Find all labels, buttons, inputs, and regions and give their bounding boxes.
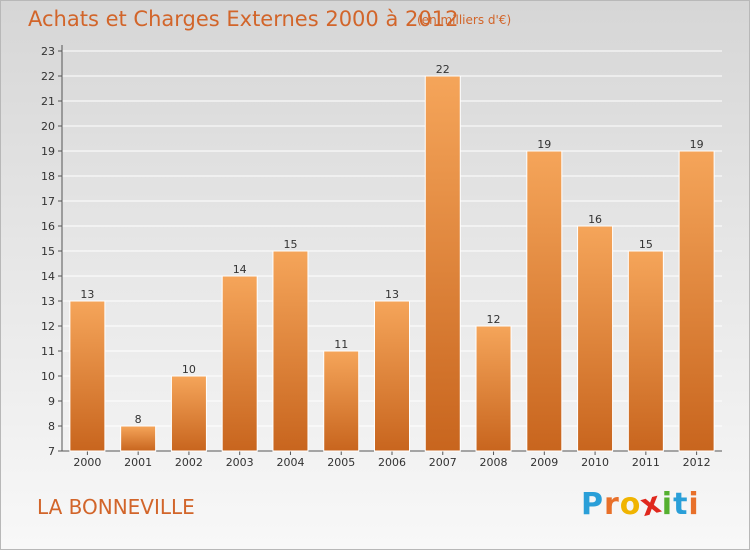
logo-letter: t [673, 487, 689, 522]
data-label: 14 [233, 263, 247, 276]
y-tick-label: 15 [41, 245, 55, 258]
x-tick-label: 2007 [429, 456, 457, 469]
data-label: 16 [588, 213, 602, 226]
y-tick-label: 18 [41, 170, 55, 183]
y-tick-label: 13 [41, 295, 55, 308]
logo-letter: r [604, 487, 620, 522]
logo-letter: o [619, 487, 642, 522]
y-tick-label: 14 [41, 270, 55, 283]
logo-letter: i [661, 487, 674, 522]
chart-title: Achats et Charges Externes 2000 à 2012 [28, 7, 459, 31]
x-tick-label: 2011 [632, 456, 660, 469]
data-label: 15 [639, 238, 653, 251]
x-tick-label: 2009 [530, 456, 558, 469]
data-label: 22 [436, 63, 450, 76]
bars [69, 75, 715, 452]
chart-subtitle: (en milliers d'€) [417, 13, 512, 27]
x-tick-label: 2006 [378, 456, 406, 469]
x-tick-label: 2003 [226, 456, 254, 469]
x-tick-label: 2012 [683, 456, 711, 469]
y-tick-label: 22 [41, 70, 55, 83]
logo-letter: i [688, 487, 700, 522]
bar-2011 [627, 250, 664, 452]
x-tick-label: 2001 [124, 456, 152, 469]
y-tick-label: 19 [41, 145, 55, 158]
data-label: 10 [182, 363, 196, 376]
y-tick-label: 8 [48, 420, 55, 433]
x-tick-label: 2004 [276, 456, 304, 469]
bar-2008 [475, 325, 512, 452]
y-tick-label: 23 [41, 45, 55, 58]
data-label: 19 [537, 138, 551, 151]
bar-2004 [272, 250, 309, 452]
x-tick-label: 2008 [480, 456, 508, 469]
data-label: 8 [135, 413, 142, 426]
y-tick-label: 20 [41, 120, 55, 133]
data-label: 19 [690, 138, 704, 151]
y-tick-label: 17 [41, 195, 55, 208]
bar-2005 [323, 350, 360, 452]
data-label: 15 [283, 238, 297, 251]
y-tick-label: 12 [41, 320, 55, 333]
bar-2009 [526, 150, 563, 452]
bar-2012 [678, 150, 715, 452]
logo-letter: P [581, 487, 604, 522]
y-tick-label: 21 [41, 95, 55, 108]
y-tick-label: 10 [41, 370, 55, 383]
bar-2000 [69, 300, 106, 452]
data-label: 13 [80, 288, 94, 301]
x-tick-label: 2000 [73, 456, 101, 469]
data-label: 12 [487, 313, 501, 326]
proxiti-logo[interactable]: Proxiti [581, 485, 700, 524]
x-tick-label: 2005 [327, 456, 355, 469]
bar-2007 [424, 75, 461, 452]
y-tick-label: 11 [41, 345, 55, 358]
x-tick-label: 2010 [581, 456, 609, 469]
bar-2010 [577, 225, 614, 452]
data-label: 11 [334, 338, 348, 351]
x-tick-label: 2002 [175, 456, 203, 469]
labels: 7 8 9 10 11 12 13 14 15 16 17 18 19 20 21 22 23 13 2000 8 20… [41, 45, 711, 469]
bar-2002 [170, 375, 207, 452]
data-label: 13 [385, 288, 399, 301]
bar-2003 [221, 275, 258, 452]
y-tick-label: 9 [48, 395, 55, 408]
y-tick-label: 16 [41, 220, 55, 233]
y-tick-label: 7 [48, 445, 55, 458]
town-name: LA BONNEVILLE [37, 495, 195, 519]
bar-2001 [120, 425, 157, 452]
bar-2006 [374, 300, 410, 452]
